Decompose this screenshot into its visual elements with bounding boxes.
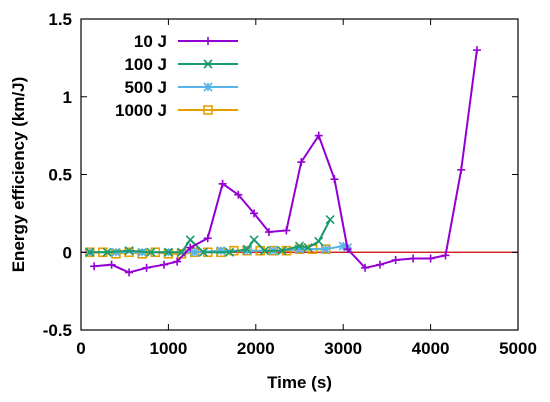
data-point xyxy=(375,260,384,269)
y-tick-label: 1.5 xyxy=(48,10,72,29)
data-point xyxy=(343,245,352,254)
x-tick-label: 0 xyxy=(76,339,85,358)
data-point xyxy=(163,247,173,257)
legend-label: 1000 J xyxy=(115,101,167,120)
data-point xyxy=(264,228,273,237)
data-point xyxy=(361,263,370,272)
legend: 10 J 100 J 500 J 1000 J xyxy=(115,32,238,120)
data-point xyxy=(146,247,156,257)
x-tick-label: 1000 xyxy=(149,339,187,358)
data-point xyxy=(259,246,270,256)
y-tick-label: 0.5 xyxy=(48,166,72,185)
data-point xyxy=(277,246,287,256)
data-point xyxy=(282,226,291,235)
series-100-j xyxy=(85,215,335,257)
data-point xyxy=(190,247,200,257)
x-tick-label: 2000 xyxy=(237,339,275,358)
data-point xyxy=(314,236,324,246)
y-tick-label: -0.5 xyxy=(43,321,72,340)
data-point xyxy=(203,234,212,243)
data-point xyxy=(107,260,116,269)
data-point xyxy=(160,260,169,269)
data-point xyxy=(330,175,339,184)
data-point xyxy=(198,247,208,257)
data-point xyxy=(225,247,235,257)
tick-layer: 0 1000 2000 3000 4000 5000-0.500.511.5 xyxy=(43,10,537,358)
legend-item: 100 J xyxy=(124,55,238,74)
data-point xyxy=(218,179,227,188)
data-point xyxy=(409,254,418,263)
legend-label: 100 J xyxy=(124,55,167,74)
data-point xyxy=(314,131,323,140)
data-point xyxy=(242,244,252,254)
data-point xyxy=(472,46,481,55)
data-point xyxy=(234,190,243,199)
data-point xyxy=(102,247,112,257)
x-tick-label: 5000 xyxy=(499,339,537,358)
data-point xyxy=(250,209,259,218)
x-tick-label: 3000 xyxy=(324,339,362,358)
legend-item: 500 J xyxy=(124,78,238,97)
legend-marker xyxy=(204,37,212,45)
data-point xyxy=(321,244,331,254)
series-10-j xyxy=(90,46,481,277)
data-point xyxy=(303,243,313,253)
series-layer xyxy=(84,46,481,277)
data-point xyxy=(125,268,134,277)
data-point xyxy=(426,254,435,263)
data-point xyxy=(216,246,226,256)
data-point xyxy=(85,247,95,257)
legend-marker xyxy=(203,105,213,115)
data-point xyxy=(186,243,195,252)
data-point xyxy=(297,158,306,167)
data-point xyxy=(325,215,335,225)
x-axis-title: Time (s) xyxy=(267,373,332,392)
y-tick-label: 1 xyxy=(63,88,72,107)
y-tick-label: 0 xyxy=(63,243,72,262)
data-point xyxy=(294,241,305,251)
legend-item: 10 J xyxy=(134,32,238,51)
y-axis-title: Energy efficiency (km/J) xyxy=(9,77,28,273)
data-point xyxy=(142,263,151,272)
legend-marker xyxy=(203,59,213,69)
data-point xyxy=(441,251,450,260)
data-point xyxy=(124,246,134,256)
x-tick-label: 4000 xyxy=(412,339,450,358)
data-point xyxy=(391,256,400,265)
legend-item: 1000 J xyxy=(115,101,238,120)
legend-label: 500 J xyxy=(124,78,167,97)
data-point xyxy=(173,257,182,266)
data-point xyxy=(457,165,466,174)
data-point xyxy=(185,235,195,245)
data-point xyxy=(90,262,99,271)
data-point xyxy=(249,235,259,245)
legend-label: 10 J xyxy=(134,32,167,51)
legend-marker xyxy=(203,82,213,92)
